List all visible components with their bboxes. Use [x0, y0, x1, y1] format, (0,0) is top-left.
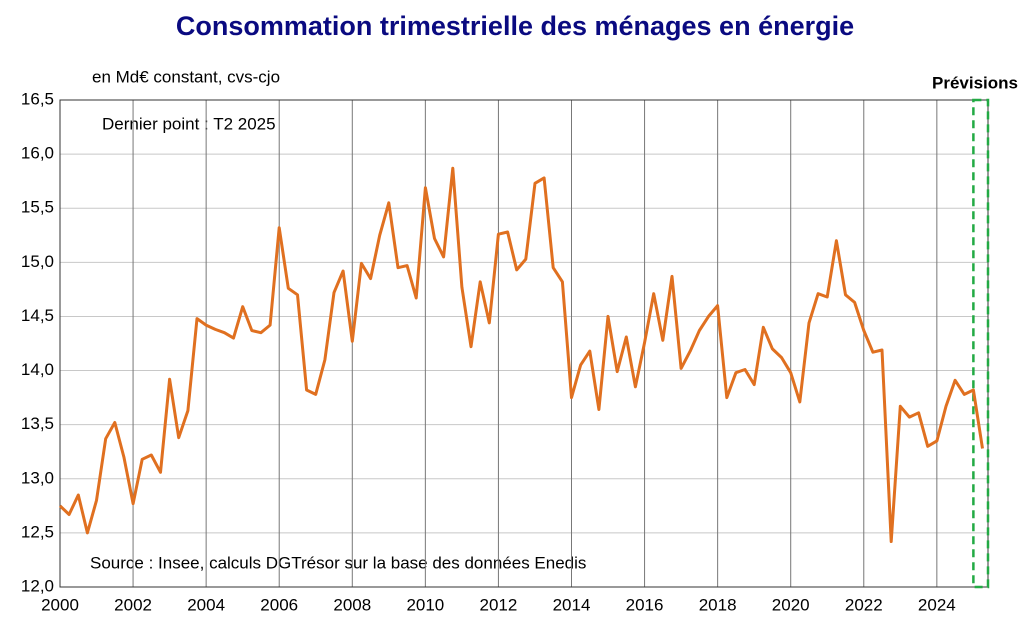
- y-tick-label: 15,0: [21, 252, 54, 271]
- y-tick-label: 16,5: [21, 89, 54, 108]
- y-tick-label: 13,5: [21, 414, 54, 433]
- x-tick-label: 2018: [699, 595, 737, 614]
- x-tick-label: 2016: [626, 595, 664, 614]
- x-tick-label: 2000: [41, 595, 79, 614]
- subtitle: en Md€ constant, cvs-cjo: [92, 67, 280, 86]
- y-tick-label: 13,0: [21, 468, 54, 487]
- forecast-zone: [972, 98, 990, 589]
- data-line: [58, 166, 984, 543]
- x-tick-label: 2020: [772, 595, 810, 614]
- y-tick-label: 14,0: [21, 360, 54, 379]
- y-tick-label: 12,0: [21, 576, 54, 595]
- y-tick-label: 14,5: [21, 306, 54, 325]
- source: Source : Insee, calculs DGTrésor sur la …: [90, 553, 586, 572]
- plot-frame: [59, 99, 989, 588]
- forecast-label: Prévisions: [932, 73, 1018, 92]
- x-tick-label: 2024: [918, 595, 956, 614]
- annotation: Dernier point : T2 2025: [102, 114, 276, 133]
- x-tick-label: 2006: [260, 595, 298, 614]
- x-tick-label: 2010: [406, 595, 444, 614]
- y-tick-label: 12,5: [21, 522, 54, 541]
- y-tick-label: 15,5: [21, 198, 54, 217]
- x-tick-label: 2022: [845, 595, 883, 614]
- chart-title: Consommation trimestrielle des ménages e…: [176, 11, 854, 41]
- x-tick-label: 2014: [553, 595, 591, 614]
- x-tick-label: 2008: [333, 595, 371, 614]
- x-tick-label: 2002: [114, 595, 152, 614]
- x-tick-label: 2012: [480, 595, 518, 614]
- x-tick-label: 2004: [187, 595, 225, 614]
- y-tick-label: 16,0: [21, 144, 54, 163]
